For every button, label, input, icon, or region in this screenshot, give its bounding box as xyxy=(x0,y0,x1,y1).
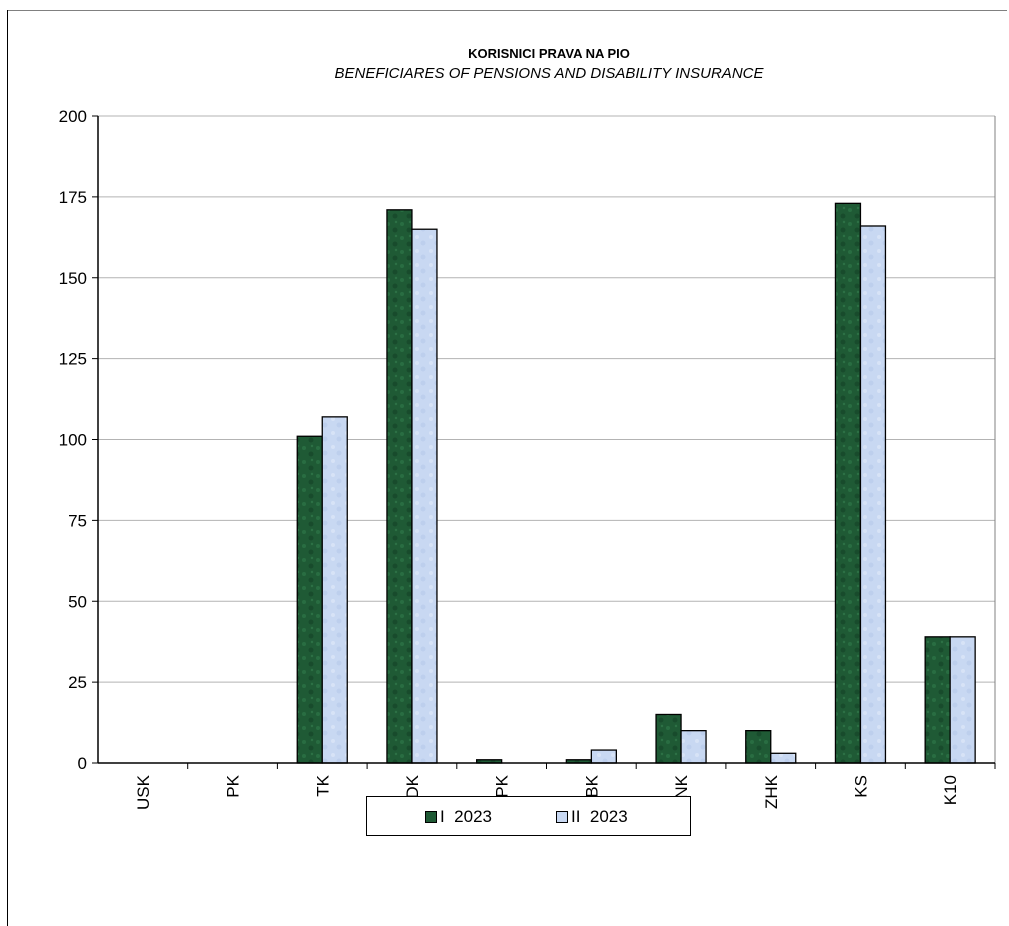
chart-title: KORISNICI PRAVA NA PIO xyxy=(468,46,630,61)
x-tick-label-tk: TK xyxy=(313,774,332,796)
bar-tk-series-2 xyxy=(321,416,348,764)
grid-lines xyxy=(98,115,995,683)
bar-chart: KORISNICI PRAVA NA PIO BENEFICIARES OF P… xyxy=(7,10,1007,926)
bar-sbk-series-2 xyxy=(590,749,617,764)
y-tick-label-175: 175 xyxy=(59,188,87,207)
bar-tk-series-1 xyxy=(296,435,323,764)
y-tick-label-150: 150 xyxy=(59,269,87,288)
legend-label-series-1: I 2023 xyxy=(440,807,492,826)
frame-lines xyxy=(7,10,1007,926)
x-tick-label-pk: PK xyxy=(224,774,243,797)
bar-hnk-series-1 xyxy=(655,713,682,764)
y-tick-label-200: 200 xyxy=(59,107,87,126)
x-tick-label-usk: USK xyxy=(134,774,153,810)
y-tick-label-125: 125 xyxy=(59,350,87,369)
legend-item-series-1: I 2023 xyxy=(425,807,492,827)
x-tick-label-ks: KS xyxy=(851,775,870,798)
legend-item-series-2: II 2023 xyxy=(556,807,628,827)
y-tick-label-0: 0 xyxy=(78,754,87,773)
bar-ks-series-2 xyxy=(859,225,887,764)
legend-swatch-series-2 xyxy=(556,811,568,823)
bar-zhk-series-1 xyxy=(745,730,772,764)
y-tick-labels: 0 25 50 75 100 125 150 175 200 xyxy=(59,107,87,773)
x-tick-label-k10: K10 xyxy=(941,775,960,805)
axes xyxy=(92,115,996,769)
x-tick-label-zhk: ZHK xyxy=(762,774,781,809)
bar-zhk-series-2 xyxy=(770,752,797,764)
legend-label-series-2: II 2023 xyxy=(571,807,628,826)
bar-zdk-series-2 xyxy=(411,228,438,764)
bar-k10-series-2 xyxy=(949,636,976,764)
bar-zdk-series-1 xyxy=(386,209,413,764)
y-tick-label-100: 100 xyxy=(59,431,87,450)
legend: I 2023 II 2023 xyxy=(366,796,691,836)
chart-subtitle: BENEFICIARES OF PENSIONS AND DISABILITY … xyxy=(335,65,765,82)
chart-frame: KORISNICI PRAVA NA PIO BENEFICIARES OF P… xyxy=(7,10,1007,926)
bars xyxy=(296,202,976,764)
y-tick-label-50: 50 xyxy=(68,592,87,611)
bar-hnk-series-2 xyxy=(680,730,707,764)
bar-ks-series-1 xyxy=(834,202,862,764)
y-tick-label-25: 25 xyxy=(68,673,87,692)
legend-swatch-series-1 xyxy=(425,811,437,823)
bar-k10-series-1 xyxy=(924,636,951,764)
y-tick-label-75: 75 xyxy=(68,511,87,530)
